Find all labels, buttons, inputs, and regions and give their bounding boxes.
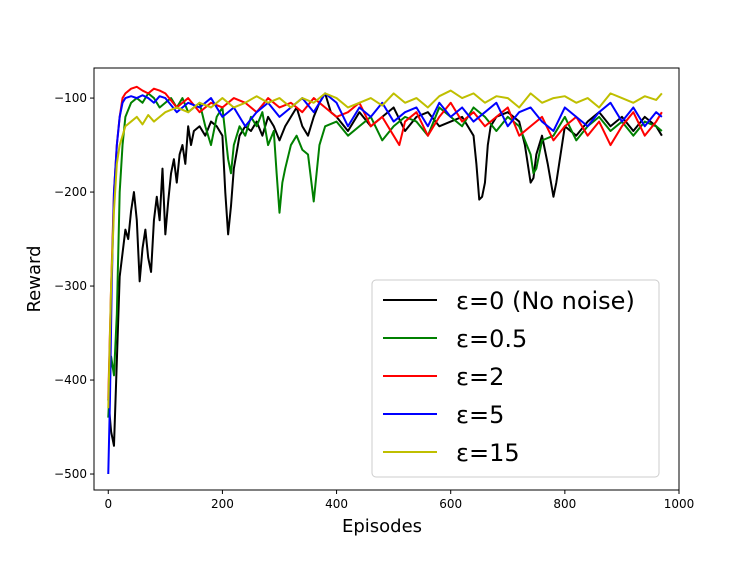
legend-label: ε=5 — [456, 401, 504, 429]
x-tick-label: 600 — [439, 497, 462, 511]
y-tick-label: −500 — [54, 467, 87, 481]
y-tick-label: −400 — [54, 373, 87, 387]
legend-label: ε=2 — [456, 363, 504, 391]
legend-frame — [371, 279, 660, 478]
legend: ε=0 (No noise) ε=0.5 ε=2 ε=5 ε=15 — [371, 279, 660, 478]
legend-label: ε=0.5 — [456, 325, 527, 353]
legend-label: ε=15 — [456, 439, 520, 467]
legend-label: ε=0 (No noise) — [456, 287, 635, 315]
series-line-3 — [107, 92, 663, 475]
x-tick-label: 0 — [104, 497, 112, 511]
series-line-2 — [107, 85, 663, 399]
y-tick-label: −300 — [54, 279, 87, 293]
plot-lines — [107, 85, 663, 475]
series-line-4 — [107, 89, 663, 409]
y-axis-ticks: −500 −400 −300 −200 −100 — [54, 91, 94, 481]
y-axis-title: Reward — [24, 245, 45, 312]
x-tick-label: 400 — [325, 497, 348, 511]
x-axis-ticks: 0 200 400 600 800 1000 — [104, 490, 694, 511]
x-tick-label: 800 — [553, 497, 576, 511]
x-tick-label: 1000 — [664, 497, 695, 511]
plot-frame — [93, 67, 680, 491]
series-line-1 — [107, 92, 663, 418]
legend-items: ε=0 (No noise) ε=0.5 ε=2 ε=5 ε=15 — [383, 287, 635, 467]
y-tick-label: −100 — [54, 91, 87, 105]
x-tick-label: 200 — [211, 497, 234, 511]
series-line-0 — [107, 92, 663, 447]
x-axis-title: Episodes — [342, 516, 422, 537]
y-tick-label: −200 — [54, 185, 87, 199]
